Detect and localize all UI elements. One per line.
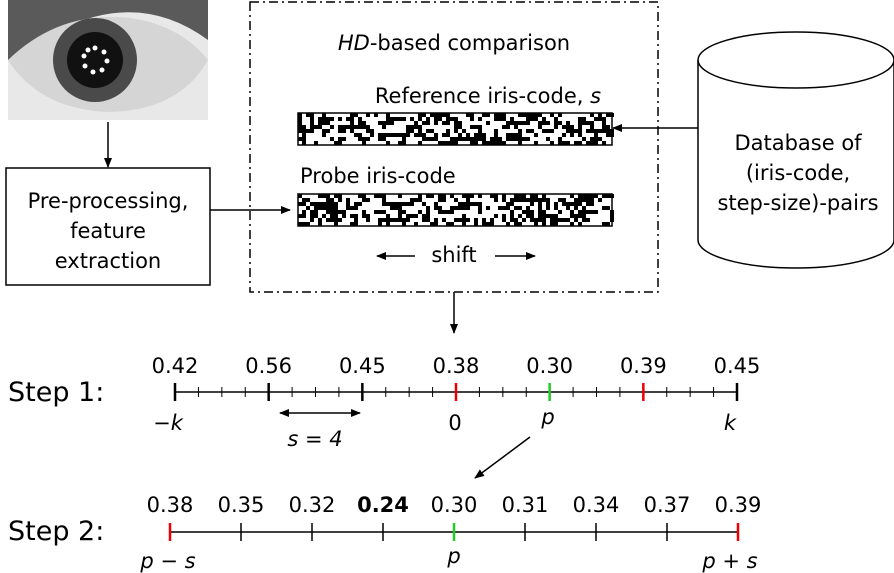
score: 0.38 — [433, 354, 480, 378]
probe-label: Probe iris-code — [300, 164, 456, 188]
label-part: Reference iris-code, — [375, 84, 590, 108]
axis-label: p — [540, 405, 554, 429]
axis-label: p − s — [139, 549, 195, 573]
box-text: feature — [70, 219, 146, 243]
score: 0.34 — [573, 493, 620, 517]
score: 0.45 — [339, 354, 386, 378]
score: 0.30 — [526, 354, 573, 378]
probe-iris-code — [297, 193, 614, 227]
axis-label: s = 4 — [287, 427, 342, 451]
arrow — [474, 436, 531, 479]
title-part: -based comparison — [370, 31, 570, 55]
shift-label: shift — [431, 243, 476, 267]
score: 0.30 — [431, 493, 478, 517]
database-text: step-size)-pairs — [717, 191, 878, 215]
code-pattern — [298, 194, 614, 226]
title-part: HD — [338, 31, 370, 55]
preprocessing-box — [5, 167, 211, 286]
score: 0.35 — [218, 493, 265, 517]
score: 0.45 — [714, 354, 761, 378]
score: 0.56 — [245, 354, 292, 378]
code-pattern — [298, 113, 614, 145]
score: 0.42 — [152, 354, 199, 378]
axis-label: k — [724, 411, 737, 435]
comparison-title: HD-based comparison — [338, 31, 570, 55]
score: 0.38 — [147, 493, 194, 517]
score: 0.32 — [289, 493, 336, 517]
database-top — [697, 31, 894, 89]
axis-label: 0 — [448, 411, 461, 435]
eye-image — [8, 0, 208, 120]
axis-label: p — [446, 544, 460, 568]
step2-scale: 0.38 0.35 0.32 0.24 0.30 0.31 0.34 0.37 0.39 — [147, 493, 762, 541]
database-text: (iris-code, — [746, 161, 850, 185]
score: 0.31 — [502, 493, 549, 517]
reference-label: Reference iris-code, s — [375, 84, 601, 108]
score: 0.39 — [715, 493, 762, 517]
step1-scale: 0.42 0.56 0.45 0.38 0.30 0.39 0.45 — [152, 354, 761, 401]
axis-label: −k — [153, 411, 184, 435]
step-label: Step 2: — [8, 516, 104, 547]
score: 0.24 — [357, 493, 409, 517]
score: 0.37 — [644, 493, 691, 517]
box-text: Pre-processing, — [28, 189, 189, 213]
label-part: s — [590, 84, 601, 108]
score: 0.39 — [620, 354, 667, 378]
reference-iris-code — [297, 112, 614, 146]
database-text: Database of — [734, 131, 862, 155]
box-text: extraction — [55, 249, 162, 273]
code-border — [297, 193, 613, 227]
database-cylinder — [697, 60, 894, 269]
step-label: Step 1: — [8, 377, 104, 408]
axis-label: p + s — [701, 549, 757, 573]
